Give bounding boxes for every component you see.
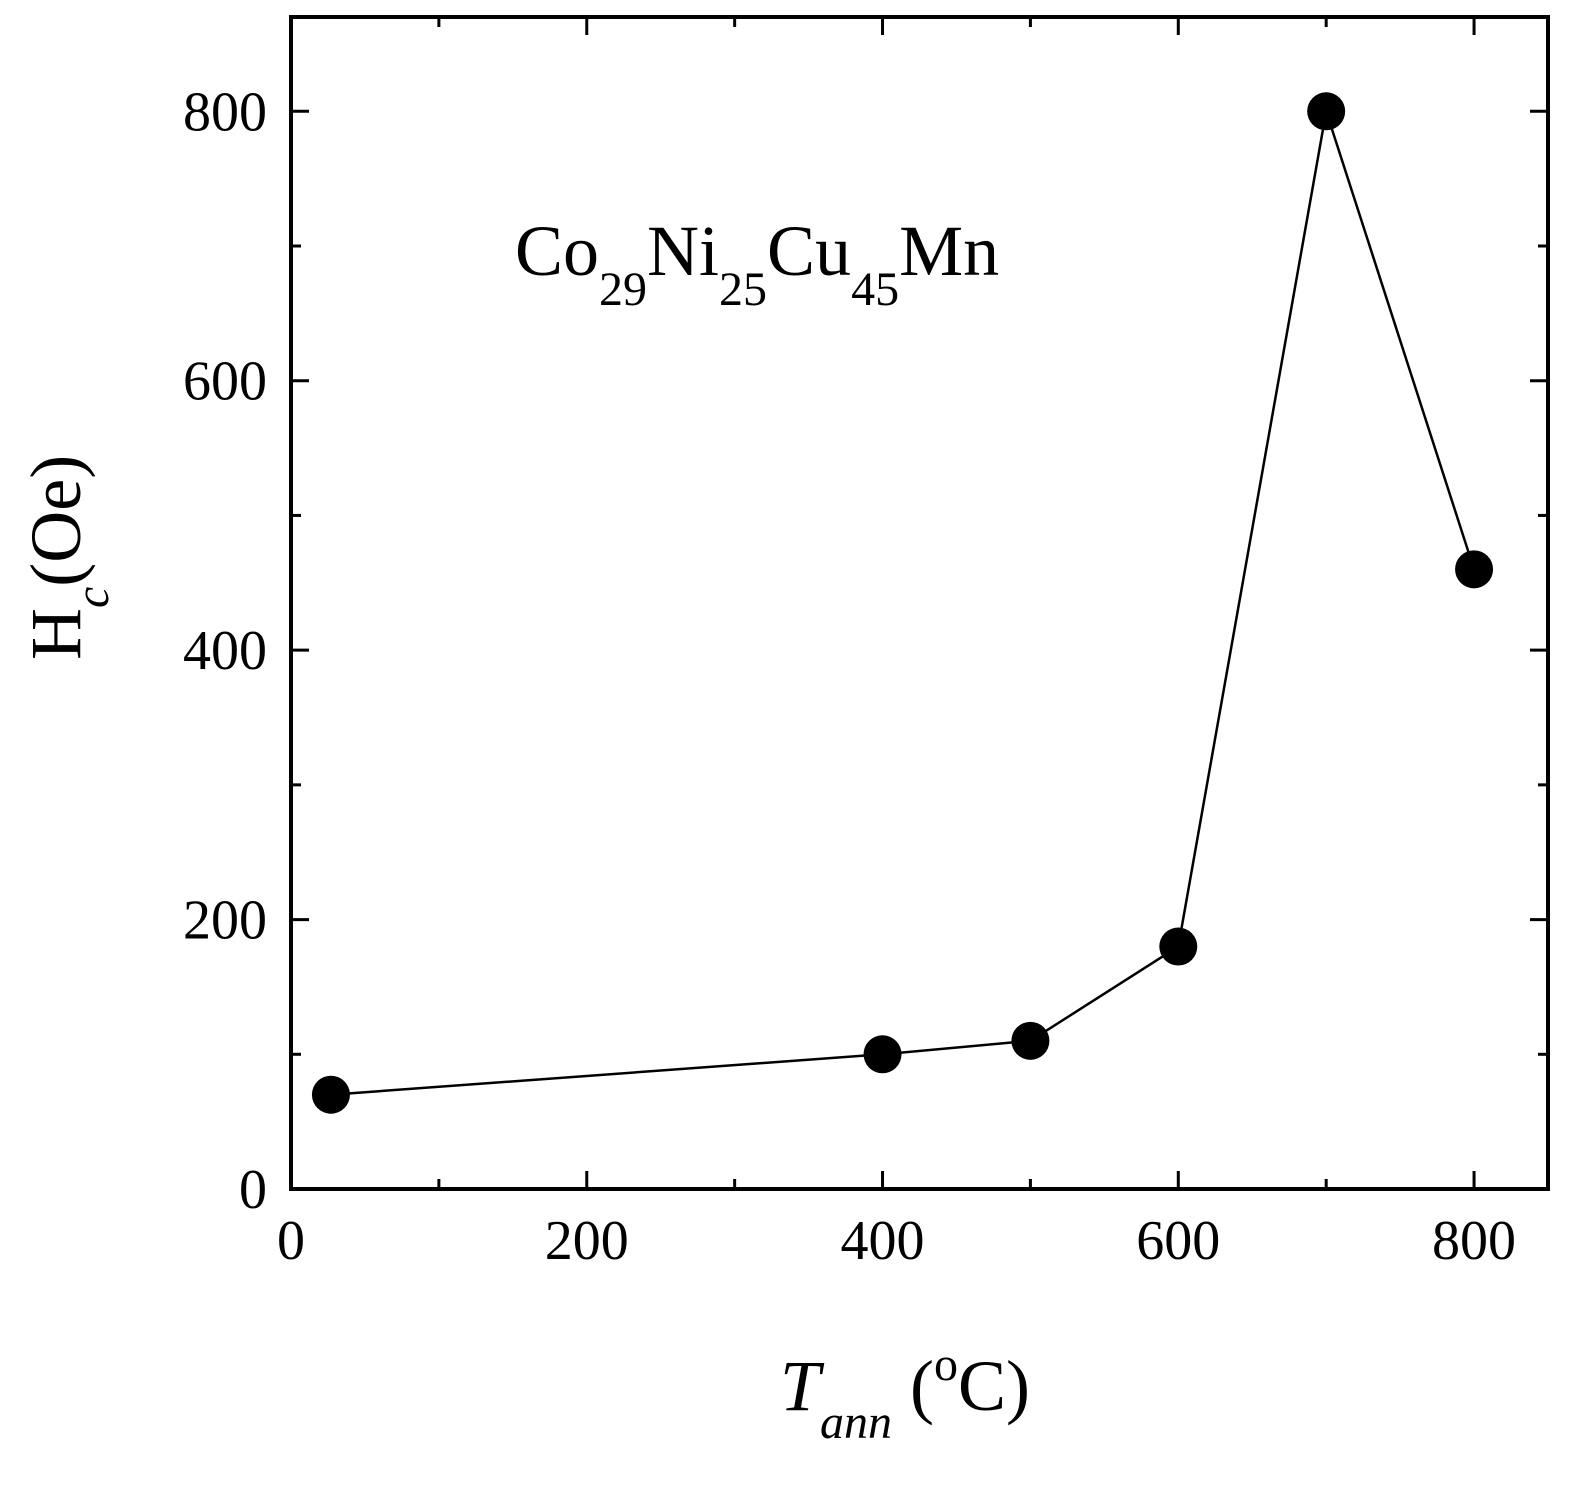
x-tick-label: 0 <box>277 1210 305 1272</box>
y-tick-label: 600 <box>183 351 267 413</box>
x-tick-label: 800 <box>1432 1210 1516 1272</box>
x-axis-label-subscript: ann <box>820 1396 892 1449</box>
x-axis-label-superscript: o <box>934 1338 958 1391</box>
x-axis-label-unit-open: ( <box>892 1346 934 1426</box>
x-tick-label: 200 <box>545 1210 629 1272</box>
axis-tick-labels: 0 200 400 600 800 0 200 400 600 800 <box>183 81 1516 1272</box>
annotation-subscript: 25 <box>719 263 767 316</box>
annotation-subscript: 45 <box>851 263 899 316</box>
y-tick-label: 200 <box>183 890 267 952</box>
x-axis-label: Tann (oC) <box>780 1338 1030 1449</box>
annotation-part: Ni <box>647 211 719 291</box>
annotation-subscript: 29 <box>599 263 647 316</box>
y-axis-label: Hc(Oe) <box>16 455 119 660</box>
y-tick-label: 400 <box>183 620 267 682</box>
annotation-part: Cu <box>767 211 851 291</box>
series-line <box>330 110 1476 1096</box>
axis-ticks <box>289 17 1548 1191</box>
chart-annotation: Co29Ni25Cu45Mn <box>515 211 999 316</box>
y-axis-label-subscript: c <box>66 587 119 608</box>
data-point <box>1011 1021 1050 1060</box>
x-axis-label-unit-close: C) <box>958 1346 1030 1426</box>
plot-frame <box>289 15 1550 1191</box>
y-axis-label-unit: (Oe) <box>16 455 96 587</box>
annotation-part: Co <box>515 211 599 291</box>
data-point <box>1159 927 1198 966</box>
data-point <box>311 1075 350 1114</box>
x-tick-label: 600 <box>1136 1210 1220 1272</box>
series-layer <box>311 92 1494 1114</box>
y-tick-label: 800 <box>183 81 267 143</box>
data-point <box>1307 92 1346 131</box>
annotation-part: Mn <box>899 211 999 291</box>
data-point <box>1455 550 1494 589</box>
data-point <box>863 1035 902 1074</box>
y-tick-label: 0 <box>239 1159 267 1221</box>
x-tick-label: 400 <box>841 1210 925 1272</box>
x-axis-label-main: T <box>780 1346 825 1426</box>
y-axis-label-main: H <box>16 608 96 660</box>
